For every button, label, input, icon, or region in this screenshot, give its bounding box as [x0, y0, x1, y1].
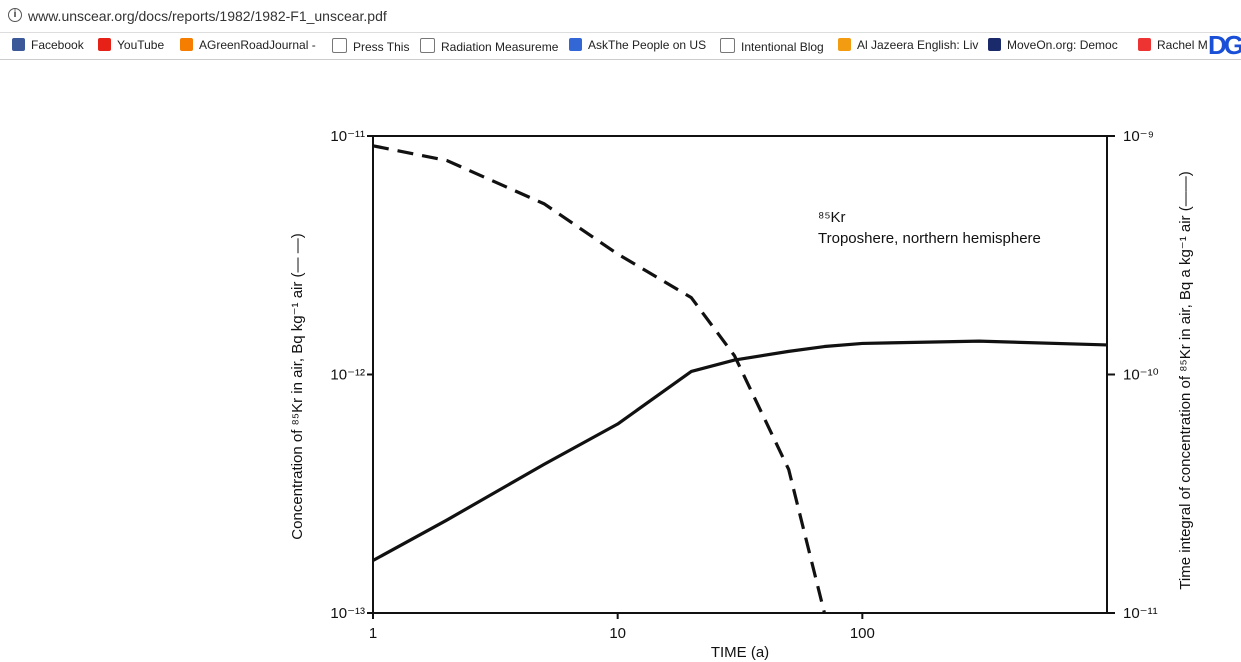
- bookmark-icon: [1138, 38, 1151, 51]
- annotation: Troposhere, northern hemisphere: [818, 230, 1041, 247]
- bookmark-icon: [838, 38, 851, 51]
- bookmark[interactable]: Facebook: [12, 38, 84, 52]
- y2-tick-label: 10⁻⁹: [1123, 128, 1154, 145]
- bookmark-label: MoveOn.org: Democ: [1007, 38, 1118, 52]
- bookmark[interactable]: YouTube: [98, 38, 164, 52]
- series-line: [372, 339, 1108, 562]
- bookmark[interactable]: Radiation Measureme: [420, 38, 558, 54]
- bookmark-icon: [720, 38, 735, 53]
- y-tick-label: 10⁻¹¹: [330, 128, 365, 145]
- address-bar[interactable]: i www.unscear.org/docs/reports/1982/1982-…: [0, 0, 1241, 33]
- bookmark-label: Radiation Measureme: [441, 40, 559, 54]
- bookmark-label: Al Jazeera English: Liv: [857, 38, 979, 52]
- x-axis-label: TIME (a): [711, 644, 769, 661]
- bookmark-icon: [12, 38, 25, 51]
- bookmark-icon: [98, 38, 111, 51]
- bookmark-icon: [180, 38, 193, 51]
- bookmark-icon: [569, 38, 582, 51]
- x-tick-label: 100: [850, 625, 875, 642]
- bookmark-label: Facebook: [31, 38, 84, 52]
- bookmark[interactable]: Press This: [332, 38, 409, 54]
- bookmarks-bar: Facebook YouTube AGreenRoadJournal - Press …: [0, 33, 1241, 60]
- bookmark-label: Rachel M: [1157, 38, 1208, 52]
- y-tick-label: 10⁻¹³: [330, 605, 365, 622]
- bookmark[interactable]: Rachel M: [1138, 38, 1208, 52]
- bookmark-label: AskThe People on US: [588, 38, 707, 52]
- bookmark[interactable]: Intentional Blog: [720, 38, 824, 54]
- bookmark-icon: [988, 38, 1001, 51]
- series-line: [372, 144, 826, 614]
- bookmark-icon: [420, 38, 435, 53]
- bookmark-icon: [332, 38, 347, 53]
- bookmark[interactable]: MoveOn.org: Democ: [988, 38, 1118, 52]
- bookmark-label: Press This: [353, 40, 410, 54]
- url[interactable]: www.unscear.org/docs/reports/1982/1982-F…: [28, 8, 387, 24]
- info-icon[interactable]: i: [8, 8, 22, 22]
- y2-tick-label: 10⁻¹⁰: [1123, 367, 1159, 384]
- bookmark[interactable]: AskThe People on US: [569, 38, 706, 52]
- bookmark-label: YouTube: [117, 38, 165, 52]
- y2-axis-label: Time integral of concentration of ⁸⁵Kr i…: [1177, 171, 1194, 589]
- plot-frame: [372, 135, 1108, 614]
- annotation: ⁸⁵Kr: [818, 209, 846, 226]
- extension-icon[interactable]: DG: [1208, 30, 1241, 60]
- y-tick-label: 10⁻¹²: [330, 367, 365, 384]
- x-tick-label: 1: [369, 625, 377, 642]
- bookmark-label: Intentional Blog: [741, 40, 824, 54]
- bookmark[interactable]: Al Jazeera English: Liv: [838, 38, 978, 52]
- bookmark[interactable]: AGreenRoadJournal -: [180, 38, 316, 52]
- x-tick-label: 10: [609, 625, 626, 642]
- y-axis-label: Concentration of ⁸⁵Kr in air, Bq kg⁻¹ ai…: [289, 233, 306, 539]
- bookmark-label: AGreenRoadJournal -: [199, 38, 316, 52]
- y2-tick-label: 10⁻¹¹: [1123, 605, 1158, 622]
